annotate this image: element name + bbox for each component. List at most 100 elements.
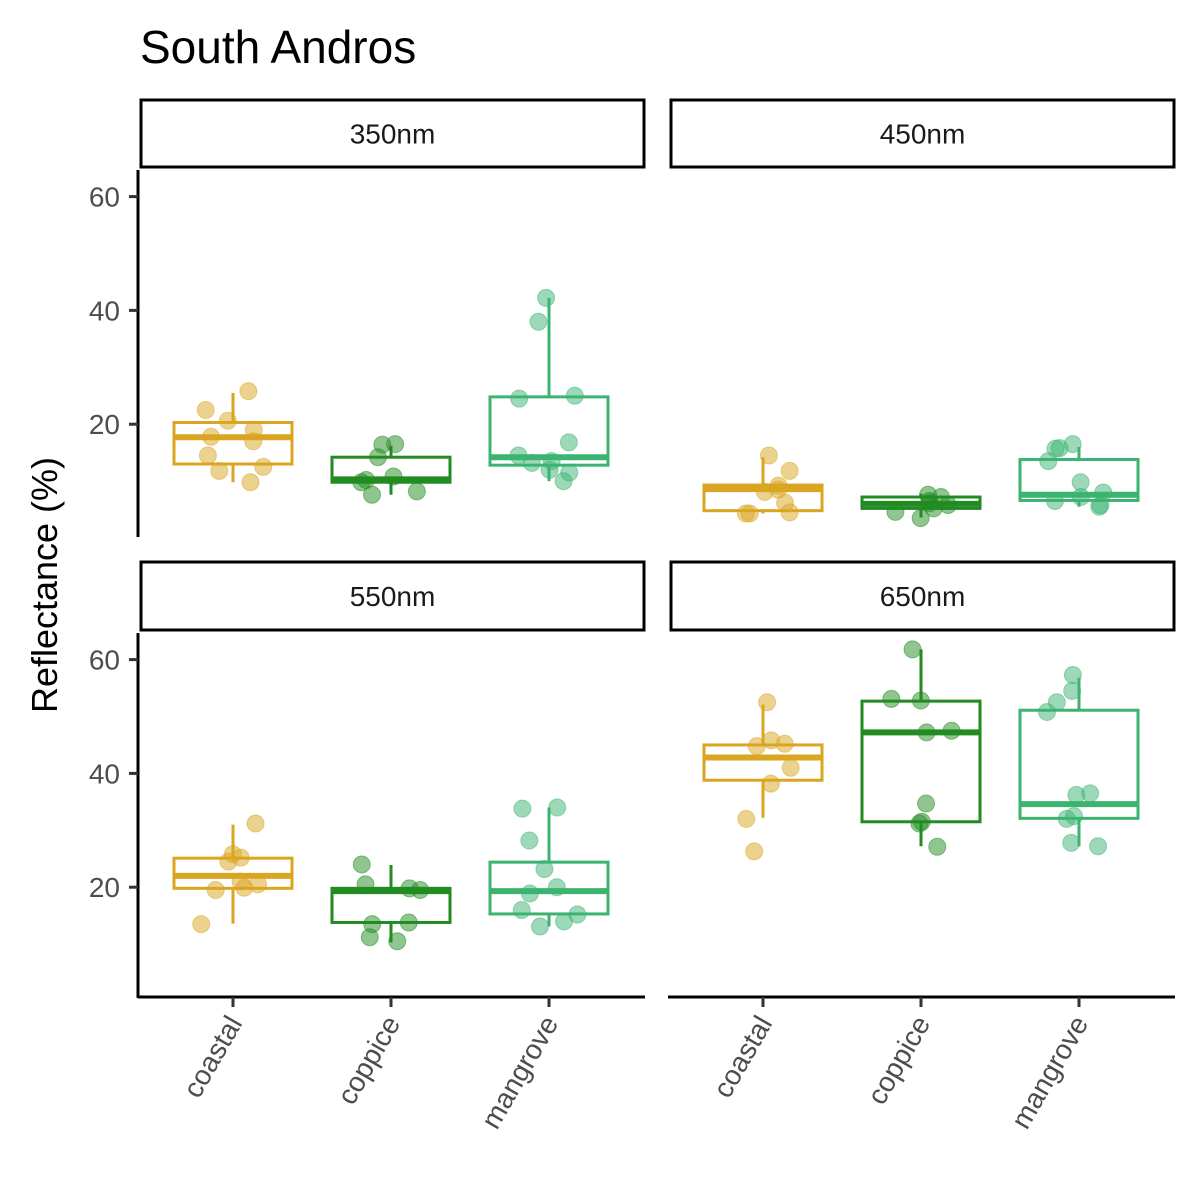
data-point: [1089, 837, 1108, 856]
data-point: [352, 473, 371, 492]
data-point: [399, 913, 418, 932]
data-point: [218, 411, 237, 430]
data-point: [911, 691, 930, 710]
data-point: [565, 386, 584, 405]
data-point: [537, 288, 556, 307]
data-point: [540, 460, 559, 479]
data-point: [235, 878, 254, 897]
x-tick-label: coastal: [707, 1011, 778, 1103]
y-tick-label: 20: [89, 409, 120, 440]
data-point: [352, 855, 371, 874]
box-mangrove: [488, 798, 610, 936]
data-point: [356, 875, 375, 894]
data-point: [510, 389, 529, 408]
x-tick-label: coastal: [177, 1011, 248, 1103]
data-point: [384, 467, 403, 486]
data-point: [219, 852, 238, 871]
y-tick-label: 20: [89, 872, 120, 903]
data-point: [362, 485, 381, 504]
facet-panel-550nm: 550nm 20 40 60 coastal coppice mangrove: [89, 560, 646, 1134]
facet-panel-350nm: 350nm 20 40 60: [89, 98, 646, 537]
facet-panels: 350nm 20 40 60 450nm 550nm 20 40 60 coastal coppic…: [89, 98, 1176, 1134]
data-point: [246, 814, 265, 833]
data-point: [1063, 681, 1082, 700]
facet-strip: [669, 560, 1176, 632]
data-point: [1045, 492, 1064, 511]
x-tick-label: mangrove: [475, 1011, 564, 1134]
data-point: [547, 878, 566, 897]
data-point: [759, 446, 778, 465]
data-point: [1057, 809, 1076, 828]
data-point: [745, 842, 764, 861]
data-point: [254, 457, 273, 476]
data-point: [512, 900, 531, 919]
facet-strip: [139, 560, 646, 632]
data-point: [559, 433, 578, 452]
box-iqr: [172, 420, 294, 466]
data-point: [910, 814, 929, 833]
y-axis-label: Reflectance (%): [24, 457, 65, 713]
facet-panel-650nm: 650nm coastal coppice mangrove: [668, 560, 1176, 1134]
x-tick-label: mangrove: [1005, 1011, 1094, 1134]
box-mangrove: [488, 288, 610, 491]
data-point: [761, 774, 780, 793]
data-point: [535, 859, 554, 878]
data-point: [755, 482, 774, 501]
data-point: [1062, 833, 1081, 852]
data-point: [903, 640, 922, 659]
box-coastal: [702, 446, 824, 523]
data-point: [210, 461, 229, 480]
box-coppice: [330, 855, 452, 951]
data-point: [737, 809, 756, 828]
data-point: [192, 915, 211, 934]
data-point: [1071, 488, 1090, 507]
data-point: [530, 917, 549, 936]
data-point: [241, 473, 260, 492]
data-point: [411, 881, 430, 900]
box-mangrove: [1018, 665, 1140, 856]
chart-title: South Andros: [140, 21, 416, 73]
box-coppice: [860, 640, 982, 856]
data-point: [368, 448, 387, 467]
data-point: [1067, 786, 1086, 805]
data-point: [758, 693, 777, 712]
data-point: [747, 737, 766, 756]
data-point: [407, 482, 426, 501]
data-point: [942, 721, 961, 740]
data-point: [239, 382, 258, 401]
data-point: [882, 689, 901, 708]
data-point: [1039, 452, 1058, 471]
data-point: [513, 799, 532, 818]
y-tick-label: 60: [89, 182, 120, 213]
data-point: [911, 509, 930, 528]
data-point: [775, 734, 794, 753]
data-point: [244, 432, 263, 451]
data-point: [206, 881, 225, 900]
data-point: [555, 912, 574, 931]
data-point: [522, 453, 541, 472]
data-point: [917, 723, 936, 742]
x-tick-label: coppice: [861, 1011, 936, 1110]
data-point: [388, 932, 407, 951]
data-point: [917, 794, 936, 813]
facet-strip-label: 650nm: [880, 581, 966, 612]
data-point: [781, 758, 800, 777]
box-coastal: [172, 382, 294, 492]
data-point: [1038, 702, 1057, 721]
x-tick-label: coppice: [331, 1011, 406, 1110]
facet-strip: [139, 98, 646, 169]
facet-panel-450nm: 450nm: [669, 98, 1176, 528]
facet-strip-label: 450nm: [880, 119, 966, 150]
data-point: [928, 837, 947, 856]
data-point: [360, 928, 379, 947]
box-coastal: [172, 814, 294, 934]
data-point: [529, 312, 548, 331]
data-point: [554, 472, 573, 491]
data-point: [198, 446, 217, 465]
data-point: [548, 798, 567, 817]
data-point: [924, 499, 943, 518]
facet-strip-label: 350nm: [350, 119, 436, 150]
data-point: [1063, 665, 1082, 684]
data-point: [886, 502, 905, 521]
